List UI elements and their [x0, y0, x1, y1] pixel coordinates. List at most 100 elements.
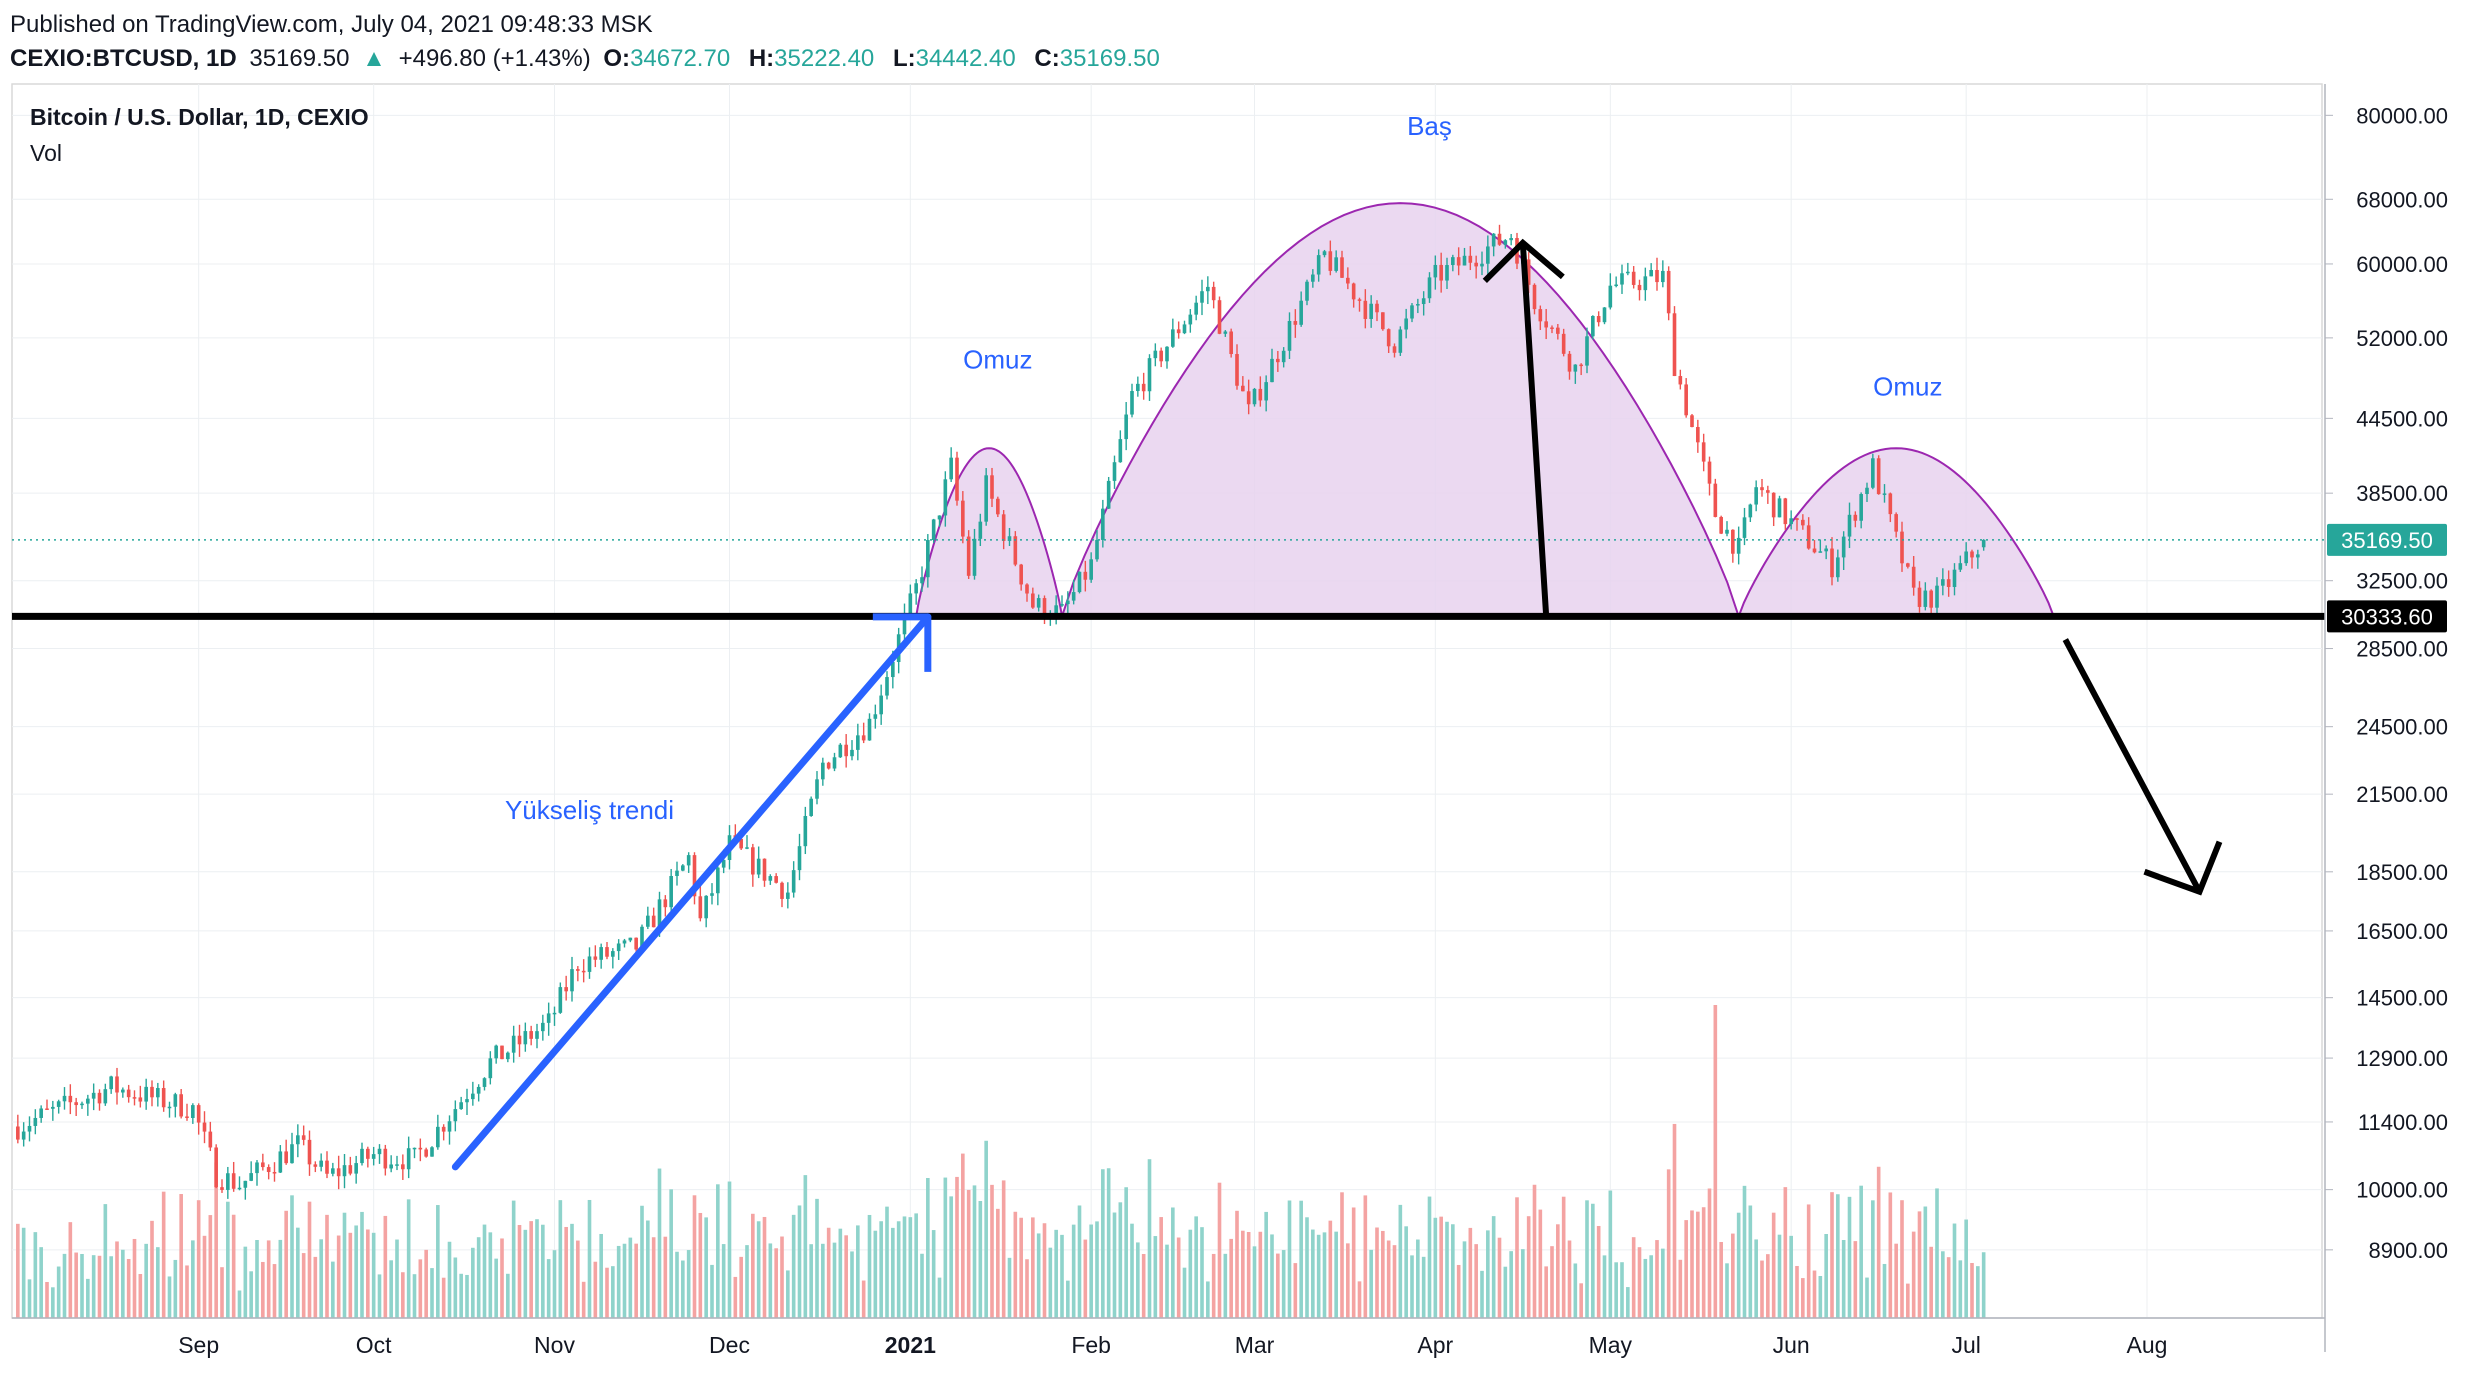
- volume-bar: [115, 1241, 119, 1318]
- volume-bar: [1894, 1243, 1898, 1318]
- volume-bar: [657, 1168, 662, 1318]
- candle-body: [1637, 284, 1642, 291]
- candle-body: [634, 937, 638, 950]
- volume-bar: [1935, 1188, 1939, 1318]
- volume-bar: [1031, 1217, 1035, 1318]
- volume-bar: [1456, 1264, 1461, 1318]
- candle-body: [506, 1052, 510, 1060]
- volume-bar: [721, 1244, 726, 1318]
- volume-bar: [313, 1256, 318, 1318]
- candle-body: [249, 1173, 253, 1181]
- volume-bar: [1812, 1270, 1817, 1318]
- volume-bar: [156, 1247, 160, 1318]
- volume-bar: [826, 1227, 831, 1318]
- candle-body: [698, 896, 703, 919]
- candle-body: [109, 1076, 113, 1090]
- candle-body: [646, 915, 650, 927]
- candle-body: [523, 1031, 528, 1045]
- time-tick-label: Dec: [709, 1332, 750, 1358]
- candle-body: [541, 1022, 545, 1032]
- candle-body: [471, 1093, 475, 1100]
- volume-bar: [1491, 1216, 1496, 1318]
- candle-body: [231, 1173, 236, 1189]
- head-height-line: [1519, 242, 1550, 617]
- candle-body: [202, 1122, 207, 1132]
- volume-bar: [541, 1224, 545, 1318]
- volume-bar: [1929, 1246, 1933, 1318]
- candle-body: [1206, 286, 1210, 292]
- candle-body: [972, 538, 977, 576]
- chart-header: Published on TradingView.com, July 04, 2…: [10, 8, 1172, 76]
- volume-bar: [675, 1251, 679, 1318]
- volume-bar: [616, 1245, 621, 1318]
- volume-bar: [1451, 1224, 1455, 1318]
- volume-bar: [692, 1195, 697, 1318]
- volume-bar: [389, 1260, 393, 1318]
- candle-body: [453, 1109, 458, 1122]
- volume-bar: [126, 1258, 131, 1318]
- volume-bar: [62, 1253, 67, 1318]
- volume-bar: [1299, 1200, 1303, 1318]
- volume-bar: [1468, 1227, 1473, 1318]
- uptrend-arrow-head: [872, 613, 932, 672]
- volume-bar: [91, 1255, 96, 1318]
- candle-body: [1258, 388, 1263, 401]
- candle-body: [826, 762, 831, 769]
- candle-body: [949, 457, 953, 480]
- current-price-tag: 35169.50: [2327, 523, 2447, 556]
- volume-bar: [1754, 1239, 1758, 1318]
- volume-bar: [296, 1227, 300, 1318]
- volume-bar: [1801, 1278, 1805, 1318]
- candle-body: [1311, 274, 1315, 282]
- volume-bar: [1025, 1259, 1029, 1318]
- volume-bar: [640, 1205, 644, 1318]
- volume-bar: [1771, 1212, 1776, 1318]
- candle-body: [850, 749, 854, 757]
- volume-bar: [103, 1204, 108, 1318]
- open-value: 34672.70: [630, 45, 731, 72]
- candle-body: [1363, 300, 1368, 319]
- candle-body: [62, 1095, 67, 1102]
- volume-bar: [838, 1228, 843, 1318]
- volume-bar: [231, 1214, 236, 1318]
- candle-body: [138, 1097, 143, 1102]
- symbol-label[interactable]: CEXIO:BTCUSD, 1D: [10, 45, 237, 72]
- candle-body: [1731, 529, 1735, 554]
- volume-bar: [1077, 1205, 1082, 1318]
- volume-bar: [1346, 1243, 1350, 1318]
- candle-body: [1007, 536, 1012, 541]
- volume-bar: [669, 1189, 673, 1318]
- axes: 80000.00 68000.00 60000.00 52000.00 44500.00…: [12, 84, 2448, 1358]
- candle-body: [1666, 270, 1671, 314]
- time-tick-label: Oct: [356, 1332, 392, 1358]
- candle-body: [1550, 327, 1554, 329]
- volume-bar: [500, 1238, 504, 1318]
- volume-bar: [1206, 1281, 1210, 1318]
- candle-body: [121, 1089, 125, 1093]
- candle-body: [1742, 517, 1747, 538]
- candle-body: [879, 695, 883, 715]
- candle-body: [926, 540, 930, 578]
- candle-body: [1538, 309, 1543, 322]
- volume-bar: [914, 1213, 918, 1318]
- candle-body: [1171, 329, 1175, 347]
- candle-body: [803, 815, 808, 847]
- price-tick-label: 44500.00: [2356, 406, 2448, 431]
- volume-bar: [1684, 1220, 1688, 1318]
- volume-bar: [1550, 1246, 1554, 1318]
- volume-bar: [1194, 1216, 1198, 1318]
- candle-body: [1316, 255, 1321, 275]
- volume-bar: [698, 1212, 703, 1318]
- volume-bar: [412, 1274, 417, 1318]
- candle-body: [1818, 551, 1823, 553]
- candle-body: [791, 870, 796, 893]
- neckline-price-tag-text: 30333.60: [2341, 604, 2433, 629]
- candle-body: [45, 1108, 49, 1110]
- candle-body: [1888, 493, 1893, 515]
- volume-bar: [1602, 1255, 1607, 1318]
- candle-body: [348, 1165, 353, 1174]
- time-tick-label: 2021: [885, 1332, 936, 1358]
- candle-body: [1952, 569, 1957, 588]
- volume-bar: [1532, 1184, 1537, 1318]
